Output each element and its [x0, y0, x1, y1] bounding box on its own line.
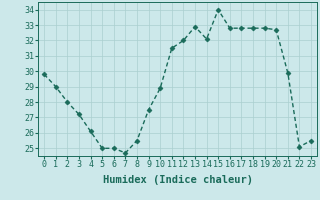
X-axis label: Humidex (Indice chaleur): Humidex (Indice chaleur)	[103, 175, 252, 185]
